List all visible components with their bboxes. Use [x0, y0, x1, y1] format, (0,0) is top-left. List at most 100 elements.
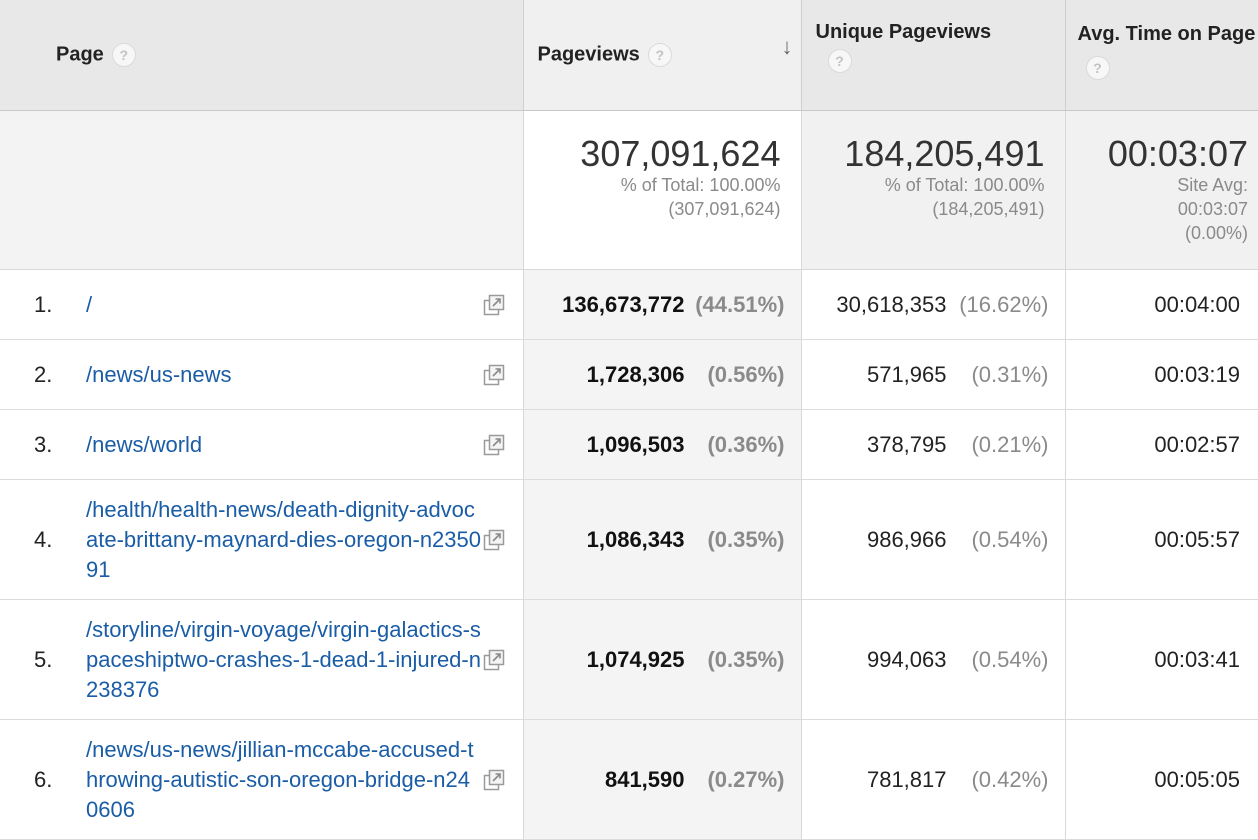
avg-time-value: 00:05:57 [1154, 527, 1240, 552]
open-in-new-window-icon[interactable] [482, 363, 506, 387]
help-icon[interactable]: ? [648, 43, 672, 67]
totals-unique-pageviews-absolute: (184,205,491) [802, 197, 1065, 221]
totals-page-cell [0, 111, 523, 270]
totals-site-avg-label: Site Avg: [1066, 173, 1258, 197]
unique-pageviews-cell: 571,965(0.31%) [801, 340, 1065, 410]
open-in-new-window-icon[interactable] [482, 528, 506, 552]
row-number: 6. [34, 767, 52, 793]
unique-pageviews-percent: (0.42%) [947, 767, 1049, 793]
unique-pageviews-value: 378,795 [867, 432, 947, 457]
unique-pageviews-value: 994,063 [867, 647, 947, 672]
avg-time-value: 00:05:05 [1154, 767, 1240, 792]
pageviews-percent: (0.35%) [685, 527, 785, 553]
totals-unique-pageviews-percent: % of Total: 100.00% [802, 173, 1065, 197]
row-number: 3. [34, 432, 52, 458]
help-icon[interactable]: ? [1086, 56, 1110, 80]
totals-pageviews-absolute: (307,091,624) [524, 197, 801, 221]
pageviews-percent: (44.51%) [685, 292, 785, 318]
row-number: 5. [34, 647, 52, 673]
pageviews-cell: 1,074,925(0.35%) [523, 600, 801, 720]
avg-time-cell: 00:03:19 [1065, 340, 1258, 410]
page-cell: 6. /news/us-news/jillian-mccabe-accused-t… [0, 720, 523, 840]
table-row: 1./136,673,772(44.51%)30,618,353(16.62%)… [0, 270, 1258, 340]
column-header-page-label: Page [56, 43, 104, 65]
open-in-new-window-icon[interactable] [482, 293, 506, 317]
page-cell: 5. /storyline/virgin-voyage/virgin-galact… [0, 600, 523, 720]
avg-time-cell: 00:05:05 [1065, 720, 1258, 840]
page-cell: 4. /health/health-news/death-dignity-advo… [0, 480, 523, 600]
totals-row: 307,091,624 % of Total: 100.00% (307,091… [0, 111, 1258, 270]
pageviews-cell: 1,728,306(0.56%) [523, 340, 801, 410]
totals-site-avg-value: 00:03:07 [1066, 197, 1258, 221]
totals-unique-pageviews-cell: 184,205,491 % of Total: 100.00% (184,205… [801, 111, 1065, 270]
unique-pageviews-cell: 378,795(0.21%) [801, 410, 1065, 480]
unique-pageviews-value: 781,817 [867, 767, 947, 792]
pageviews-cell: 841,590(0.27%) [523, 720, 801, 840]
pageviews-value: 1,074,925 [587, 647, 685, 672]
help-icon[interactable]: ? [112, 43, 136, 67]
avg-time-value: 00:03:41 [1154, 647, 1240, 672]
pageviews-cell: 136,673,772(44.51%) [523, 270, 801, 340]
totals-avg-time-value: 00:03:07 [1066, 111, 1258, 173]
row-number: 2. [34, 362, 52, 388]
avg-time-value: 00:04:00 [1154, 292, 1240, 317]
open-in-new-window-icon[interactable] [482, 433, 506, 457]
page-link[interactable]: /health/health-news/death-dignity-advoca… [86, 495, 482, 585]
avg-time-value: 00:03:19 [1154, 362, 1240, 387]
pageviews-value: 1,728,306 [587, 362, 685, 387]
pageviews-cell: 1,086,343(0.35%) [523, 480, 801, 600]
avg-time-cell: 00:03:41 [1065, 600, 1258, 720]
totals-pageviews-cell: 307,091,624 % of Total: 100.00% (307,091… [523, 111, 801, 270]
column-header-pageviews[interactable]: Pageviews? ↓ [523, 0, 801, 111]
unique-pageviews-percent: (0.54%) [947, 527, 1049, 553]
avg-time-value: 00:02:57 [1154, 432, 1240, 457]
page-cell: 2. /news/us-news [0, 340, 523, 410]
sort-descending-icon[interactable]: ↓ [782, 34, 793, 60]
open-in-new-window-icon[interactable] [482, 768, 506, 792]
column-header-page[interactable]: Page? [0, 0, 523, 111]
unique-pageviews-cell: 994,063(0.54%) [801, 600, 1065, 720]
table-row: 5. /storyline/virgin-voyage/virgin-galact… [0, 600, 1258, 720]
open-in-new-window-icon[interactable] [482, 648, 506, 672]
avg-time-cell: 00:05:57 [1065, 480, 1258, 600]
avg-time-cell: 00:04:00 [1065, 270, 1258, 340]
page-link[interactable]: /news/us-news/jillian-mccabe-accused-thr… [86, 735, 482, 825]
totals-pageviews-value: 307,091,624 [524, 111, 801, 173]
page-link[interactable]: / [86, 290, 482, 320]
pageviews-value: 1,086,343 [587, 527, 685, 552]
page-link[interactable]: /news/us-news [86, 360, 482, 390]
unique-pageviews-cell: 986,966(0.54%) [801, 480, 1065, 600]
totals-unique-pageviews-value: 184,205,491 [802, 111, 1065, 173]
pageviews-percent: (0.56%) [685, 362, 785, 388]
column-header-unique-pageviews[interactable]: Unique Pageviews ? [801, 0, 1065, 111]
page-cell: 1. / [0, 270, 523, 340]
unique-pageviews-value: 571,965 [867, 362, 947, 387]
table-row: 4. /health/health-news/death-dignity-advo… [0, 480, 1258, 600]
column-header-unique-pageviews-label: Unique Pageviews [816, 21, 992, 43]
row-number: 1. [34, 292, 52, 318]
page-link[interactable]: /storyline/virgin-voyage/virgin-galactic… [86, 615, 482, 705]
unique-pageviews-percent: (0.54%) [947, 647, 1049, 673]
table-row: 6. /news/us-news/jillian-mccabe-accused-t… [0, 720, 1258, 840]
unique-pageviews-percent: (0.31%) [947, 362, 1049, 388]
pageviews-percent: (0.27%) [685, 767, 785, 793]
page-link[interactable]: /news/world [86, 430, 482, 460]
column-header-avg-time-on-page[interactable]: Avg. Time on Page? [1065, 0, 1258, 111]
pageviews-percent: (0.36%) [685, 432, 785, 458]
pageviews-cell: 1,096,503(0.36%) [523, 410, 801, 480]
help-icon[interactable]: ? [828, 49, 852, 73]
unique-pageviews-cell: 781,817(0.42%) [801, 720, 1065, 840]
pageviews-value: 1,096,503 [587, 432, 685, 457]
totals-pageviews-percent: % of Total: 100.00% [524, 173, 801, 197]
pageviews-percent: (0.35%) [685, 647, 785, 673]
pageviews-value: 136,673,772 [562, 292, 684, 317]
column-header-pageviews-label: Pageviews [538, 43, 640, 65]
row-number: 4. [34, 527, 52, 553]
unique-pageviews-cell: 30,618,353(16.62%) [801, 270, 1065, 340]
pageviews-value: 841,590 [605, 767, 685, 792]
avg-time-cell: 00:02:57 [1065, 410, 1258, 480]
unique-pageviews-percent: (16.62%) [947, 292, 1049, 318]
